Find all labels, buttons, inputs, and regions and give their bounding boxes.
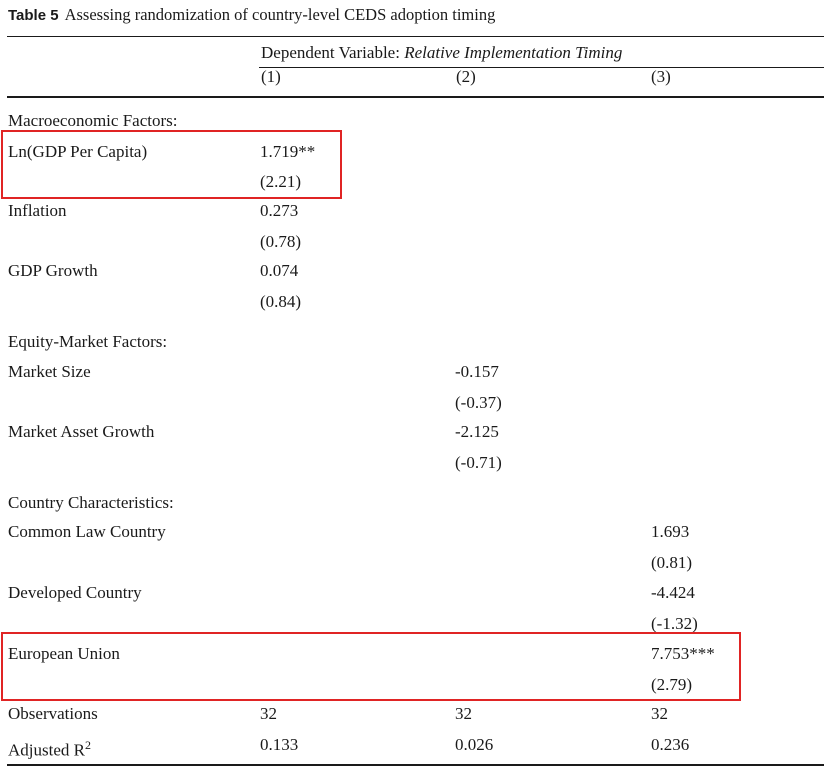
row-label-observations: Observations xyxy=(8,704,98,723)
dependent-variable-name: Relative Implementation Timing xyxy=(404,43,623,62)
row-label-market-size: Market Size xyxy=(8,362,91,381)
bottom-rule xyxy=(7,764,824,766)
tstat-ln-gdp: (2.21) xyxy=(260,172,302,191)
tstat-common-law: (0.81) xyxy=(651,553,693,572)
row-label-gdp-growth: GDP Growth xyxy=(8,261,98,280)
coef-common-law: 1.693 xyxy=(651,522,690,541)
section-equity-market: Equity-Market Factors: xyxy=(8,332,168,351)
row-label-inflation: Inflation xyxy=(8,201,67,220)
coef-european-union: 7.753*** xyxy=(651,644,715,663)
dependent-variable-rule xyxy=(259,67,824,68)
coef-developed: -4.424 xyxy=(651,583,695,602)
highlight-box-ln-gdp xyxy=(1,130,342,199)
tstat-market-size: (-0.37) xyxy=(455,393,502,412)
tstat-gdp-growth: (0.84) xyxy=(260,292,302,311)
section-country-characteristics: Country Characteristics: xyxy=(8,493,174,512)
column-header-2: (2) xyxy=(456,67,476,86)
adjusted-r2-col-2: 0.026 xyxy=(455,735,494,754)
row-label-ln-gdp: Ln(GDP Per Capita) xyxy=(8,142,148,161)
adjusted-r2-base: Adjusted R xyxy=(8,740,85,760)
row-label-adjusted-r2: Adjusted R2 xyxy=(8,735,91,761)
tstat-european-union: (2.79) xyxy=(651,675,693,694)
adjusted-r2-superscript: 2 xyxy=(84,738,91,752)
column-header-1: (1) xyxy=(261,67,281,86)
dependent-variable-prefix: Dependent Variable: xyxy=(261,43,405,62)
adjusted-r2-col-3: 0.236 xyxy=(651,735,690,754)
observations-col-3: 32 xyxy=(651,704,668,723)
section-macroeconomic: Macroeconomic Factors: xyxy=(8,111,178,130)
coef-gdp-growth: 0.074 xyxy=(260,261,299,280)
dependent-variable-header: Dependent Variable: Relative Implementat… xyxy=(261,43,622,63)
observations-col-2: 32 xyxy=(455,704,472,723)
coef-inflation: 0.273 xyxy=(260,201,299,220)
row-label-european-union: European Union xyxy=(8,644,120,663)
row-label-market-asset-growth: Market Asset Growth xyxy=(8,422,155,441)
row-label-common-law: Common Law Country xyxy=(8,522,166,541)
coef-ln-gdp: 1.719** xyxy=(260,142,316,161)
coef-market-asset-growth: -2.125 xyxy=(455,422,499,441)
table-number: Table 5 xyxy=(8,7,59,24)
tstat-market-asset-growth: (-0.71) xyxy=(455,453,502,472)
row-label-developed: Developed Country xyxy=(8,583,142,602)
header-rule xyxy=(7,96,824,98)
observations-col-1: 32 xyxy=(260,704,277,723)
column-header-3: (3) xyxy=(651,67,671,86)
top-rule xyxy=(7,36,824,37)
tstat-inflation: (0.78) xyxy=(260,232,302,251)
table-title: Assessing randomization of country-level… xyxy=(64,5,496,24)
table-caption: Table 5 Assessing randomization of countr… xyxy=(8,5,495,25)
tstat-developed: (-1.32) xyxy=(651,614,698,633)
highlight-box-european-union xyxy=(1,632,741,701)
adjusted-r2-col-1: 0.133 xyxy=(260,735,299,754)
coef-market-size: -0.157 xyxy=(455,362,499,381)
